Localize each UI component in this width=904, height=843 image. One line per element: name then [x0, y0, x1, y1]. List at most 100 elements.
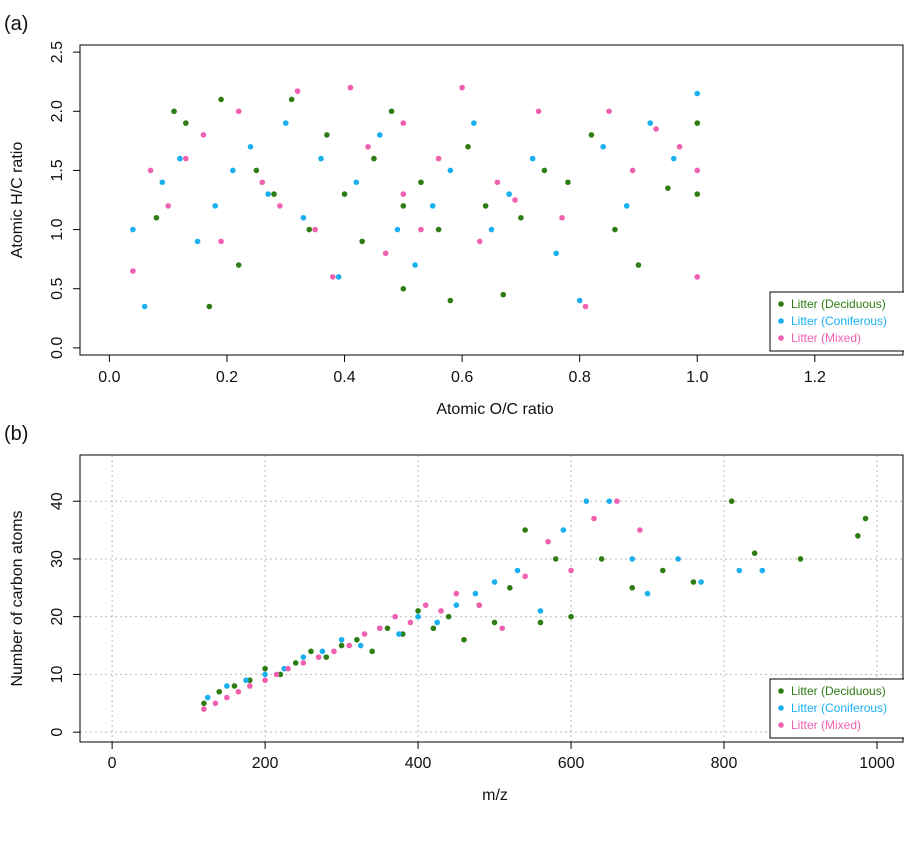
point [365, 143, 371, 150]
point [465, 143, 471, 150]
point [698, 579, 704, 585]
point [694, 167, 701, 174]
point [243, 677, 249, 684]
y-tick-label: 40 [49, 492, 66, 510]
point [565, 179, 571, 186]
point [377, 132, 383, 138]
legend-marker [778, 318, 784, 324]
legend-marker [778, 705, 784, 711]
point [418, 226, 424, 233]
y-axis-label: Atomic H/C ratio [9, 142, 26, 259]
point [130, 226, 136, 233]
point [224, 694, 230, 701]
point [568, 613, 574, 620]
x-tick-label: 0.4 [333, 369, 355, 386]
x-tick-label: 0.0 [98, 369, 120, 386]
point [218, 96, 224, 103]
point [359, 238, 365, 245]
point [369, 648, 375, 655]
point [388, 108, 395, 115]
point [614, 498, 620, 504]
x-tick-label: 200 [252, 755, 279, 772]
x-tick-label: 0.8 [569, 369, 591, 386]
point [660, 567, 666, 574]
point [294, 88, 301, 94]
point [282, 120, 289, 126]
point [552, 556, 559, 562]
x-tick-label: 1000 [859, 755, 895, 772]
point [694, 274, 701, 280]
point [461, 636, 467, 643]
point [430, 625, 437, 632]
point [545, 538, 551, 545]
point [447, 297, 454, 304]
point [435, 155, 442, 162]
point [422, 602, 429, 608]
legend-marker [778, 688, 784, 694]
point [265, 191, 271, 197]
point [676, 143, 683, 150]
legend-label: Litter (Deciduous) [791, 684, 886, 698]
point [535, 108, 542, 115]
point [253, 167, 260, 174]
point [206, 303, 213, 310]
legend-box [769, 291, 904, 352]
point [647, 120, 654, 126]
point [472, 590, 479, 597]
point [644, 590, 651, 597]
legend-marker [778, 335, 784, 341]
point [482, 203, 489, 209]
point [537, 608, 544, 614]
y-tick-label: 2.5 [49, 41, 66, 63]
point [335, 274, 342, 280]
point [341, 191, 348, 197]
point [300, 660, 307, 666]
point [353, 179, 360, 186]
point [273, 671, 280, 678]
point [347, 84, 354, 91]
point [476, 238, 483, 245]
point [212, 700, 219, 707]
point [147, 167, 154, 174]
legend-marker [778, 301, 784, 307]
point [396, 631, 402, 637]
point [315, 654, 322, 660]
point [235, 262, 242, 268]
point [171, 108, 177, 115]
point [588, 132, 595, 138]
x-tick-label: 600 [558, 755, 585, 772]
point [384, 625, 391, 632]
point [392, 613, 398, 620]
point [306, 226, 313, 233]
point [201, 706, 207, 712]
x-tick-label: 0.6 [451, 369, 473, 386]
y-axis-label: Number of carbon atoms [9, 510, 26, 686]
point [507, 585, 513, 591]
point [438, 608, 444, 614]
point [338, 642, 345, 649]
point [141, 303, 148, 310]
x-tick-label: 0 [108, 755, 117, 772]
point [235, 108, 242, 115]
point [435, 226, 442, 233]
point [262, 671, 268, 678]
point [690, 579, 697, 585]
point [559, 214, 565, 221]
y-tick-label: 1.5 [49, 159, 66, 181]
point [271, 191, 277, 197]
point [300, 654, 307, 660]
point [418, 179, 424, 186]
point [429, 203, 436, 209]
point [159, 179, 166, 186]
point [728, 498, 735, 504]
point [606, 108, 612, 115]
point [541, 167, 548, 174]
point [394, 226, 401, 233]
point [262, 665, 268, 672]
point [204, 694, 211, 701]
point [371, 155, 377, 162]
point [312, 226, 318, 233]
point [212, 203, 219, 209]
x-axis-label: m/z [482, 787, 508, 804]
